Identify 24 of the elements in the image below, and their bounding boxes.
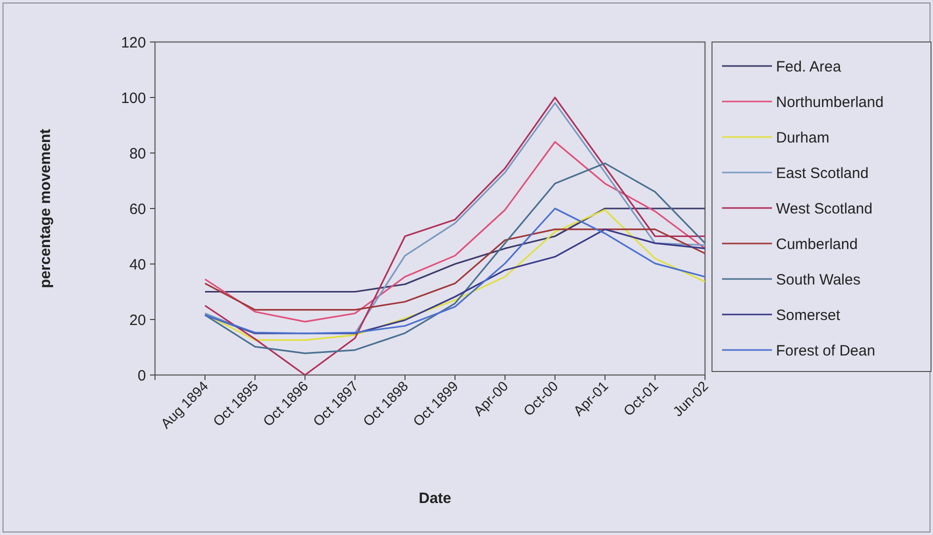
legend-label: South Wales bbox=[776, 271, 860, 288]
line-series bbox=[204, 208, 706, 293]
legend-label: East Scotland bbox=[776, 164, 869, 182]
y-tick-label: 120 bbox=[120, 34, 146, 52]
y-tick-label: 20 bbox=[129, 312, 146, 329]
line-series bbox=[204, 141, 706, 323]
x-axis-title: Date bbox=[418, 490, 452, 507]
line-series bbox=[204, 228, 706, 311]
y-tick-label: 80 bbox=[129, 145, 146, 162]
y-tick-label: 40 bbox=[129, 256, 146, 274]
line-series bbox=[204, 96, 706, 376]
legend-label: Northumberland bbox=[776, 94, 884, 111]
y-tick-label: 60 bbox=[129, 200, 146, 218]
legend-label: Somerset bbox=[776, 306, 842, 324]
legend-label: Durham bbox=[776, 129, 830, 146]
legend-label: Forest of Dean bbox=[776, 342, 876, 360]
line-series bbox=[204, 162, 706, 354]
y-tick-label: 100 bbox=[120, 90, 146, 107]
y-axis-title: percentage movement bbox=[37, 128, 54, 288]
legend-label: Fed. Area bbox=[776, 58, 842, 76]
legend-label: West Scotland bbox=[776, 200, 872, 218]
line-series bbox=[204, 228, 706, 334]
legend-label: Cumberland bbox=[776, 236, 858, 253]
y-tick-label: 0 bbox=[138, 367, 146, 384]
